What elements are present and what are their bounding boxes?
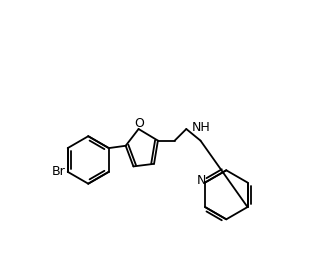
Text: N: N	[196, 174, 206, 187]
Text: O: O	[134, 117, 144, 130]
Text: Br: Br	[52, 165, 65, 178]
Text: NH: NH	[192, 121, 211, 134]
